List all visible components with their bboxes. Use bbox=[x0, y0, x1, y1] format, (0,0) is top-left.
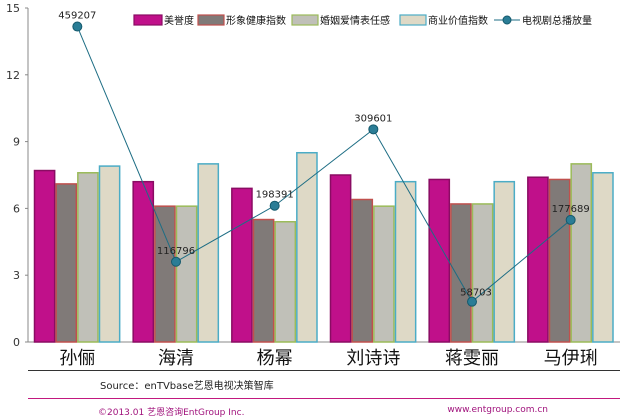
bar-3 bbox=[77, 172, 99, 343]
legend-line-marker bbox=[502, 15, 512, 25]
legend-label: 美誉度 bbox=[164, 14, 194, 27]
x-tick-label: 孙俪 bbox=[59, 348, 95, 369]
legend-label: 婚姻爱情表任感 bbox=[320, 14, 390, 27]
x-tick-label: 杨幂 bbox=[257, 348, 293, 369]
legend-swatch bbox=[291, 14, 319, 26]
footer-divider bbox=[28, 398, 620, 399]
bar-4 bbox=[592, 172, 614, 343]
bar-4 bbox=[493, 180, 516, 343]
line-point bbox=[565, 214, 576, 225]
line-point bbox=[467, 296, 477, 307]
y-tick-label: 15 bbox=[6, 2, 20, 15]
website-link[interactable]: www.entgroup.com.cn bbox=[447, 405, 548, 415]
bar-1 bbox=[527, 176, 549, 343]
legend-label: 商业价值指数 bbox=[428, 14, 488, 27]
line-data-label: 177689 bbox=[552, 204, 590, 215]
bar-2 bbox=[450, 203, 472, 343]
y-tick-label: 12 bbox=[6, 69, 20, 82]
line-point bbox=[72, 21, 83, 32]
legend-label: 形象健康指数 bbox=[226, 14, 286, 27]
x-tick-label: 马伊琍 bbox=[544, 348, 598, 369]
y-tick-label: 6 bbox=[13, 202, 20, 215]
line-data-label: 198391 bbox=[256, 190, 294, 201]
legend-label: 电视剧总播放量 bbox=[522, 14, 592, 27]
x-tick-label: 刘诗诗 bbox=[346, 348, 400, 369]
copyright-text: ©2013.01 艺恩咨询EntGroup Inc. bbox=[98, 408, 245, 418]
bar-4 bbox=[197, 163, 220, 343]
line-point bbox=[368, 124, 379, 135]
bar-4 bbox=[394, 180, 417, 343]
y-tick-label: 9 bbox=[13, 136, 20, 149]
bar-1 bbox=[132, 180, 155, 343]
bar-1 bbox=[231, 187, 253, 343]
x-tick-label: 海清 bbox=[158, 348, 194, 369]
bar-3 bbox=[570, 163, 593, 343]
bar-4 bbox=[296, 151, 318, 343]
legend-swatch bbox=[399, 14, 427, 26]
line-point bbox=[171, 256, 181, 267]
y-tick-label: 3 bbox=[13, 269, 20, 282]
legend-swatch bbox=[133, 14, 163, 26]
source-divider bbox=[28, 370, 620, 371]
bar-3 bbox=[274, 221, 297, 343]
bar-4 bbox=[98, 165, 121, 343]
line-data-label: 459207 bbox=[58, 11, 96, 22]
bar-2 bbox=[55, 183, 78, 343]
source-text: Source：enTVbase艺恩电视决策智库 bbox=[100, 381, 274, 392]
line-data-label: 309601 bbox=[354, 113, 392, 124]
bar-1 bbox=[33, 169, 56, 343]
bar-3 bbox=[175, 205, 198, 343]
bar-3 bbox=[373, 205, 395, 343]
bar-3 bbox=[471, 203, 494, 343]
bar-1 bbox=[428, 178, 451, 343]
line-point bbox=[269, 200, 280, 211]
bar-2 bbox=[548, 178, 571, 343]
bar-2 bbox=[154, 205, 176, 343]
bar-2 bbox=[252, 218, 275, 343]
legend-swatch bbox=[197, 14, 225, 26]
bar-1 bbox=[329, 174, 352, 343]
bar-2 bbox=[351, 198, 374, 343]
line-data-label: 116796 bbox=[157, 246, 195, 257]
line-series-path bbox=[76, 26, 571, 303]
y-tick-label: 0 bbox=[13, 336, 20, 349]
line-data-label: 58703 bbox=[460, 288, 492, 299]
x-tick-label: 蒋雯丽 bbox=[445, 348, 499, 369]
